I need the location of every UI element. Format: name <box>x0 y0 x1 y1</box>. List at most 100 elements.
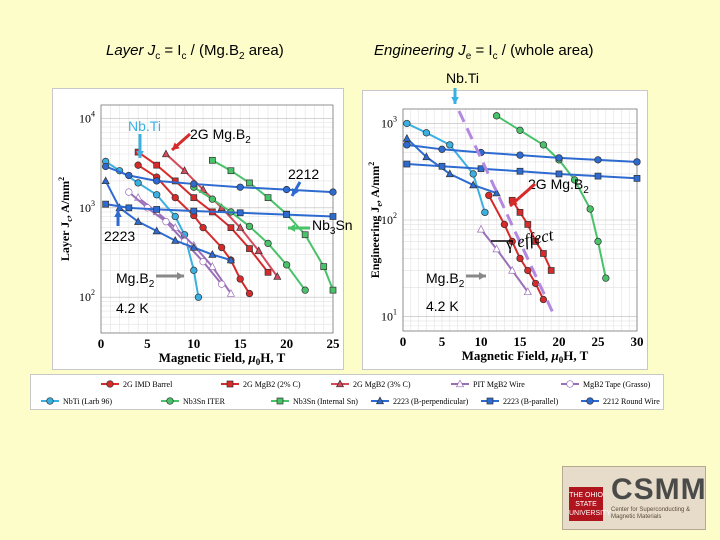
data-point <box>492 112 501 120</box>
left-nbti-label: Nb.Ti <box>128 118 161 134</box>
data-point <box>171 212 179 221</box>
data-point <box>101 176 110 185</box>
x-tick-label: 5 <box>439 334 446 349</box>
y-tick-label: 104 <box>79 109 95 125</box>
data-point <box>477 165 485 173</box>
data-point <box>226 288 236 297</box>
data-point <box>422 129 431 137</box>
data-point <box>539 141 548 149</box>
data-point <box>403 119 411 128</box>
data-point <box>199 224 207 232</box>
data-point <box>438 162 446 170</box>
x-tick-label: 25 <box>592 334 606 349</box>
data-point <box>217 243 226 252</box>
data-point <box>539 295 548 304</box>
legend-label: PIT MgB2 Wire <box>473 380 525 389</box>
right-mgb2-label: Mg.B2 <box>426 270 465 290</box>
x-tick-label: 5 <box>144 336 151 351</box>
data-point <box>329 213 337 220</box>
plot-frame <box>402 108 638 332</box>
data-point <box>602 274 610 282</box>
series-b2223_par <box>102 200 337 220</box>
data-point <box>570 176 579 184</box>
data-point <box>245 289 254 298</box>
data-point <box>246 179 253 187</box>
legend-label: 2G MgB2 (3% C) <box>353 380 411 389</box>
data-point <box>189 242 198 251</box>
y-axis-label: Layer Jc, A/mm2 <box>57 177 74 261</box>
x-tick-label: 10 <box>475 334 488 349</box>
x-tick-label: 0 <box>98 336 105 351</box>
data-point <box>134 161 142 169</box>
data-point <box>208 195 217 203</box>
data-point <box>445 169 454 178</box>
data-point <box>153 191 161 199</box>
data-point <box>555 154 563 162</box>
data-point <box>594 237 602 246</box>
data-point <box>524 221 532 228</box>
legend-marker <box>46 397 54 405</box>
series-b2223_par <box>403 160 641 182</box>
legend-label: NbTi (Larb 96) <box>63 397 112 406</box>
data-point <box>125 204 133 212</box>
series-mgb2_3c <box>508 196 555 274</box>
data-point <box>264 239 272 248</box>
data-point <box>492 244 501 253</box>
legend-item: NbTi (Larb 96) <box>41 397 112 406</box>
data-point <box>403 141 411 149</box>
data-point <box>236 183 244 191</box>
data-point <box>329 188 337 196</box>
nbti-top-label: Nb.Ti <box>446 70 479 86</box>
nb3sn-label: Nb3Sn <box>312 217 353 237</box>
data-point <box>532 238 539 245</box>
data-point <box>633 175 641 182</box>
data-point <box>125 171 133 180</box>
x-axis-label: Magnetic Field, μ0H, T <box>159 350 286 367</box>
series-tape <box>125 188 226 288</box>
data-point <box>190 194 198 201</box>
data-point <box>547 267 555 274</box>
data-point <box>301 286 309 294</box>
series-imd <box>485 191 548 304</box>
data-point <box>208 250 217 258</box>
data-point <box>301 231 309 239</box>
legend-item: 2G MgB2 (3% C) <box>331 379 411 389</box>
legend-label: 2223 (B-parallel) <box>503 397 559 406</box>
data-point <box>516 126 524 134</box>
y-tick-label: 101 <box>381 308 397 324</box>
right-temp-label: 4.2 K <box>426 298 459 314</box>
legend-item: Nb3Sn ITER <box>161 397 226 406</box>
data-point <box>246 245 253 252</box>
data-point <box>153 161 161 169</box>
legend-item: MgB2 Tape (Grasso) <box>561 380 651 389</box>
y-axis-label: Engineering Je, A/mm2 <box>367 162 384 279</box>
csmm-subtitle: Center for Superconducting & Magnetic Ma… <box>611 507 691 520</box>
legend-item: 2223 (B-parallel) <box>481 397 559 406</box>
data-point <box>102 200 109 208</box>
legend: 2G IMD Barrel 2G MgB2 (2% C) 2G MgB2 (3% C… <box>30 374 664 410</box>
data-point <box>171 193 179 202</box>
data-point <box>516 151 524 159</box>
legend-marker <box>106 380 114 388</box>
data-point <box>162 218 170 226</box>
legend-marker <box>226 380 234 388</box>
series-line <box>480 228 529 293</box>
right-header: Engineering Je = Ic / (whole area) <box>374 42 594 62</box>
legend-item: 2223 (B-perpendicular) <box>371 396 469 406</box>
data-point <box>402 133 411 142</box>
data-point <box>273 272 282 280</box>
data-point <box>125 188 133 196</box>
data-point <box>208 262 217 270</box>
data-point <box>236 275 244 283</box>
data-point <box>555 170 563 178</box>
x-tick-label: 10 <box>187 336 200 351</box>
data-point <box>485 191 493 200</box>
data-point <box>282 261 291 269</box>
legend-label: 2G MgB2 (2% C) <box>243 380 301 389</box>
y-tick-label: 102 <box>79 288 95 304</box>
data-point <box>134 148 142 156</box>
data-point <box>236 209 244 217</box>
legend-item: PIT MgB2 Wire <box>451 379 525 389</box>
legend-label: 2G IMD Barrel <box>123 380 173 389</box>
left-temp-label: 4.2 K <box>116 300 149 316</box>
